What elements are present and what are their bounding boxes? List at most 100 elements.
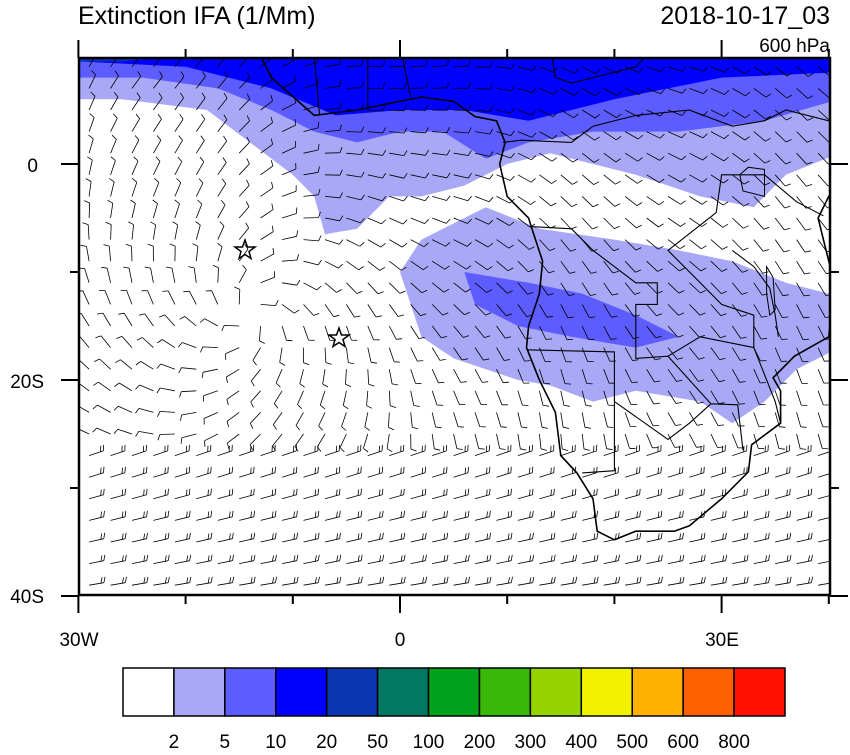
wind-barb xyxy=(89,467,104,477)
wind-barb xyxy=(132,445,147,456)
colorbar-label: 200 xyxy=(464,732,496,750)
wind-barb xyxy=(497,412,507,427)
wind-barb xyxy=(689,240,706,249)
wind-barb xyxy=(475,511,490,521)
wind-barb xyxy=(775,240,789,252)
wind-barb xyxy=(518,391,529,406)
wind-barb xyxy=(797,175,812,187)
wind-barb xyxy=(282,577,298,585)
wind-barb xyxy=(389,555,405,564)
wind-barb xyxy=(604,196,621,206)
wind-barb xyxy=(367,391,372,409)
wind-barb xyxy=(582,196,598,206)
wind-barb xyxy=(325,283,342,293)
wind-barb xyxy=(202,369,218,378)
wind-barb xyxy=(175,136,183,154)
wind-barb xyxy=(604,489,619,499)
wind-barb xyxy=(797,445,812,456)
wind-barb xyxy=(153,489,168,499)
wind-barb xyxy=(111,577,127,585)
wind-barb xyxy=(387,434,392,452)
wind-barb xyxy=(818,412,829,427)
wind-barb xyxy=(162,291,175,305)
wind-barb xyxy=(368,533,384,542)
wind-barb xyxy=(368,489,383,499)
wind-barb xyxy=(711,467,726,477)
wind-barb xyxy=(432,218,450,223)
wind-barb xyxy=(732,555,748,564)
wind-barb xyxy=(218,179,226,197)
wind-barb xyxy=(732,218,748,228)
wind-barb xyxy=(561,511,576,521)
wind-barb xyxy=(239,555,255,564)
wind-barb xyxy=(239,445,254,456)
wind-barb xyxy=(325,467,340,477)
wind-barb xyxy=(239,265,246,283)
wind-barb xyxy=(775,555,791,564)
wind-barb xyxy=(711,240,728,250)
wind-barb xyxy=(668,489,683,499)
wind-barb xyxy=(368,304,382,317)
wind-barb xyxy=(259,326,264,344)
wind-barb xyxy=(153,445,168,456)
wind-barb xyxy=(175,489,190,499)
wind-barb xyxy=(196,577,212,585)
wind-barb xyxy=(93,382,110,391)
wind-barb xyxy=(432,555,448,564)
wind-barb xyxy=(411,555,427,564)
wind-barb xyxy=(711,511,726,521)
wind-barb xyxy=(218,200,225,218)
wind-barb xyxy=(775,533,791,542)
wind-barb xyxy=(175,555,191,564)
wind-barb xyxy=(123,267,132,283)
wind-barb xyxy=(282,555,298,564)
wind-barb xyxy=(411,445,426,456)
colorbar-label: 10 xyxy=(265,732,286,750)
wind-barb xyxy=(775,261,789,274)
wind-barb xyxy=(411,218,429,224)
wind-barb xyxy=(99,291,111,305)
wind-barb xyxy=(325,555,341,564)
wind-barb xyxy=(346,533,362,542)
wind-barb xyxy=(475,196,493,201)
wind-barb xyxy=(280,348,285,366)
wind-barb xyxy=(204,434,217,447)
wind-barb xyxy=(218,577,234,585)
wind-barb xyxy=(282,304,299,313)
wind-barb xyxy=(518,511,533,521)
wind-barb xyxy=(180,316,197,326)
wind-barb xyxy=(539,391,549,406)
wind-barb xyxy=(89,135,94,153)
wind-barb xyxy=(153,467,168,477)
wind-barb xyxy=(261,160,273,175)
wind-barb xyxy=(732,489,747,499)
wind-barb xyxy=(411,533,427,542)
wind-barb xyxy=(132,135,139,153)
wind-barb xyxy=(389,218,407,224)
wind-barb xyxy=(775,218,790,230)
wind-barb xyxy=(253,348,261,366)
wind-barb xyxy=(797,533,813,542)
colorbar-swatch xyxy=(632,668,683,716)
colorbar-label: 2 xyxy=(169,732,180,750)
wind-barb xyxy=(518,196,536,204)
wind-barb xyxy=(239,489,254,499)
wind-barb xyxy=(180,412,196,421)
wind-barb xyxy=(226,369,239,383)
wind-barb xyxy=(282,326,292,341)
wind-barb xyxy=(89,555,105,564)
wind-barb xyxy=(217,243,222,261)
wind-barb xyxy=(188,267,196,283)
wind-barb xyxy=(346,261,363,270)
wind-barb xyxy=(411,412,418,429)
wind-barb xyxy=(276,369,282,387)
wind-barb xyxy=(625,434,635,449)
wind-barb xyxy=(625,555,641,564)
wind-barb xyxy=(689,467,704,477)
wind-barb xyxy=(797,555,813,564)
wind-barb xyxy=(389,196,407,201)
wind-barb xyxy=(282,185,296,196)
wind-barb xyxy=(227,391,239,405)
wind-barb xyxy=(518,577,534,585)
